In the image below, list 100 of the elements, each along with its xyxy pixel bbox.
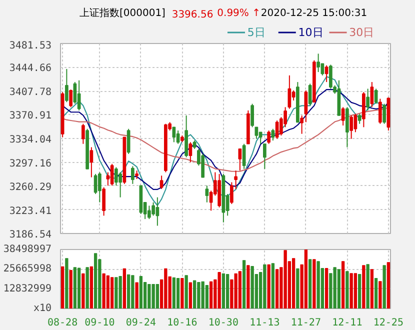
bar	[238, 271, 242, 308]
candlestick	[304, 90, 308, 123]
x-tick-label: 12-25	[373, 318, 404, 328]
candlestick	[205, 185, 209, 203]
y-tick-label: 3186.54	[9, 230, 52, 240]
bar	[172, 277, 176, 308]
x-tick-label: 12-11	[332, 318, 362, 328]
candlestick	[263, 143, 266, 170]
bar	[86, 267, 89, 308]
x-tick-label: 11-27	[290, 318, 321, 328]
bar	[192, 280, 196, 308]
y-tick-label: 3407.78	[9, 87, 52, 98]
text: 2020-12-25 15:00:31	[260, 8, 368, 19]
candlestick	[230, 182, 234, 205]
bar	[82, 273, 85, 308]
bar	[205, 285, 209, 308]
bar	[222, 273, 226, 308]
candlestick	[152, 202, 155, 216]
candlestick	[316, 53, 320, 73]
candlestick	[65, 68, 68, 103]
bar	[73, 267, 77, 308]
candlestick	[118, 172, 122, 198]
bar	[358, 274, 362, 308]
candlestick	[102, 186, 106, 216]
text: 0.99% ↑	[217, 8, 260, 19]
bar	[90, 266, 94, 308]
candlestick	[366, 88, 370, 111]
candlestick	[188, 142, 192, 163]
bar	[366, 264, 370, 308]
bar	[362, 265, 366, 308]
bar	[246, 265, 250, 308]
candlestick	[346, 106, 349, 148]
bar	[242, 260, 246, 308]
bar	[312, 259, 316, 308]
bar	[263, 264, 266, 308]
y-tick-label: 3260.29	[9, 182, 52, 193]
candlestick	[110, 163, 114, 186]
bar	[346, 271, 349, 308]
candlestick	[98, 172, 102, 203]
bar	[374, 278, 378, 308]
x-tick-label: 11-13	[250, 318, 280, 328]
legend-label: 30日	[349, 26, 374, 39]
bar	[337, 269, 341, 308]
bar	[197, 282, 200, 308]
candlestick	[234, 170, 238, 190]
candlestick	[69, 89, 72, 108]
bar	[176, 278, 180, 308]
bar	[135, 282, 138, 308]
candlestick	[374, 88, 378, 104]
bar	[156, 284, 160, 308]
candlestick	[358, 113, 362, 124]
bar	[110, 277, 114, 308]
candlestick	[131, 166, 134, 184]
bar	[308, 259, 312, 308]
bar	[350, 273, 353, 308]
candlestick	[300, 114, 304, 134]
bar	[118, 276, 122, 308]
y-tick-label: 25665998	[3, 264, 52, 275]
bar	[148, 284, 151, 308]
bar	[324, 268, 328, 308]
candlestick	[370, 82, 374, 108]
bar	[139, 276, 143, 308]
bar	[77, 268, 81, 308]
candlestick	[267, 130, 270, 144]
bar	[69, 270, 72, 308]
x-tick-label: 10-30	[208, 318, 238, 328]
candlestick	[160, 175, 164, 190]
y-tick-label: 3370.91	[9, 110, 52, 122]
candlestick	[254, 126, 258, 140]
bar	[284, 250, 287, 308]
x-tick-label: 08-28	[48, 318, 78, 328]
legend-label: 10日	[298, 26, 324, 39]
bar	[184, 275, 188, 308]
bar	[271, 263, 275, 308]
candlestick	[378, 98, 382, 124]
bar	[188, 282, 192, 308]
bar	[234, 273, 238, 308]
text: 3396.56	[172, 10, 214, 20]
bar	[275, 269, 279, 308]
y-tick-label: 3334.04	[9, 134, 52, 146]
bar	[316, 261, 320, 308]
x-tick-label: 09-10	[84, 318, 115, 328]
bar	[201, 281, 204, 308]
bar	[226, 274, 230, 308]
candlestick	[126, 128, 130, 154]
bar	[292, 258, 296, 308]
bar	[114, 277, 118, 308]
bar	[180, 278, 184, 308]
x-tick-label: 09-24	[126, 318, 156, 328]
bar	[378, 281, 382, 308]
candlestick	[324, 64, 328, 83]
bar	[296, 268, 300, 308]
bar	[102, 273, 106, 308]
bar	[65, 258, 68, 308]
bar	[131, 275, 134, 308]
candlestick	[341, 106, 345, 126]
y-tick-label: 3481.53	[9, 40, 52, 52]
y-tick-label: 3223.41	[9, 206, 52, 217]
bar	[218, 272, 221, 308]
bar	[209, 281, 213, 308]
